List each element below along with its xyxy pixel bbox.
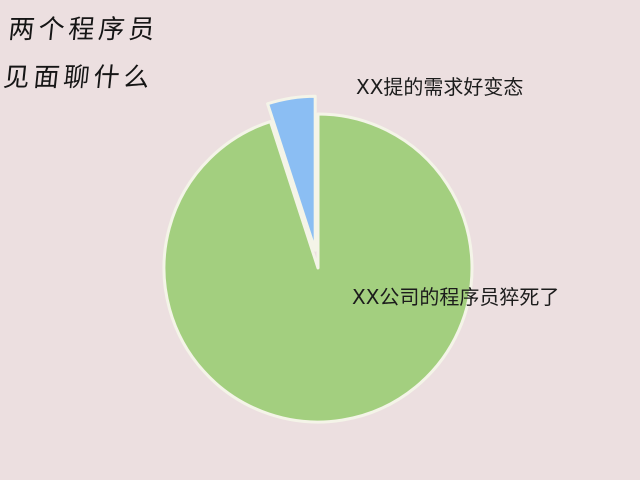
- pie-slices: [162, 94, 474, 424]
- pie-slice-label-1: XX公司的程序员猝死了: [352, 285, 559, 309]
- pie-slice-1: [162, 112, 474, 424]
- pie-slice-2: [266, 94, 317, 252]
- pie-labels: XX公司的程序员猝死了 XX提的需求好变态: [352, 75, 559, 309]
- pie-slice-label-2: XX提的需求好变态: [356, 75, 523, 99]
